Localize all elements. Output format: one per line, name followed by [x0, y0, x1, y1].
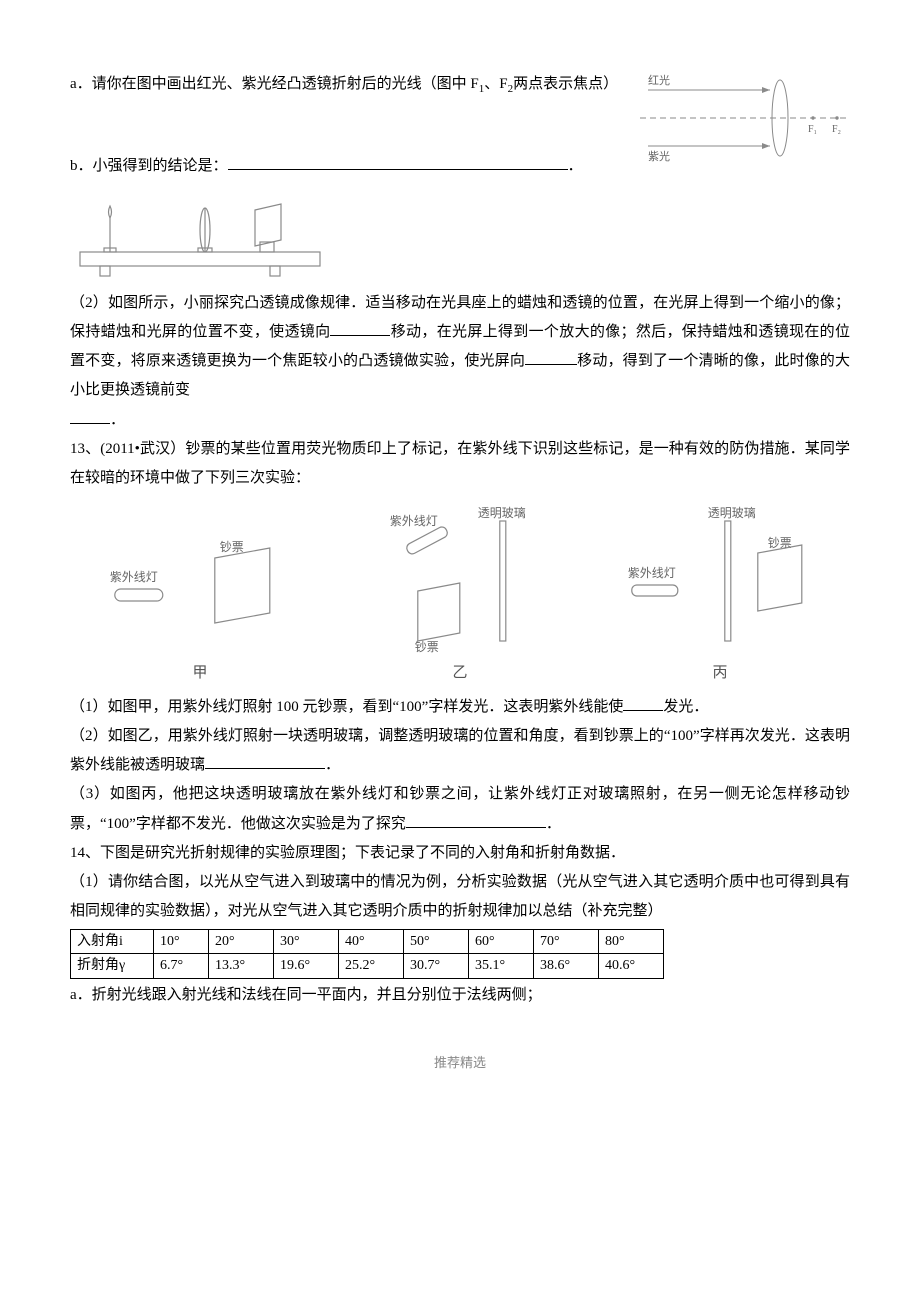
blank-change[interactable]	[70, 408, 110, 424]
table-cell: 60°	[469, 929, 534, 954]
question-13-head: 13、(2011•武汉）钞票的某些位置用荧光物质印上了标记，在紫外线下识别这些标…	[70, 435, 850, 494]
lens-diagram: 红光 紫光 F₁ F₂	[640, 70, 850, 165]
table-cell: 80°	[599, 929, 664, 954]
question-2: （2）如图所示，小丽探究凸透镜成像规律．适当移动在光具座上的蜡烛和透镜的位置，在…	[70, 289, 850, 435]
uv-lamp-label-c: 紫外线灯	[628, 566, 676, 580]
blank-move2[interactable]	[525, 349, 577, 365]
q13-2b: ．	[325, 757, 340, 773]
qb-text: b．小强得到的结论是：	[70, 158, 228, 174]
table-cell: 50°	[404, 929, 469, 954]
table-cell: 入射角i	[71, 929, 154, 954]
uv-lamp-label-b: 紫外线灯	[390, 514, 438, 528]
uv-diagram-c: 紫外线灯 透明玻璃 钞票	[595, 503, 845, 653]
f2-label: F₂	[832, 124, 841, 135]
table-cell: 40.6°	[599, 954, 664, 979]
qa-text-1: a．请你在图中画出红光、紫光经凸透镜折射后的光线（图中 F	[70, 76, 479, 92]
blank-move1[interactable]	[330, 320, 390, 336]
blank-glass[interactable]	[205, 753, 325, 769]
optical-bench-diagram	[70, 190, 330, 285]
qb-period: ．	[568, 158, 583, 174]
uv-diagrams-row: 紫外线灯 钞票 紫外线灯 钞票 透明玻璃 紫外线灯 透明玻璃 钞票	[70, 503, 850, 653]
table-cell: 30°	[274, 929, 339, 954]
q13-1a: （1）如图甲，用紫外线灯照射 100 元钞票，看到“100”字样发光．这表明紫外…	[70, 699, 623, 715]
red-label: 红光	[648, 73, 670, 87]
table-cell: 19.6°	[274, 954, 339, 979]
table-cell: 20°	[209, 929, 274, 954]
q13-1: （1）如图甲，用紫外线灯照射 100 元钞票，看到“100”字样发光．这表明紫外…	[70, 693, 850, 722]
qa-tail: 两点表示焦点）	[513, 76, 618, 92]
f1-label: F₁	[808, 124, 817, 135]
uv-captions: 甲 乙 丙	[70, 659, 850, 688]
q13-1b: 发光．	[663, 699, 708, 715]
q2-p4: ．	[110, 412, 125, 428]
caption-b: 乙	[335, 659, 585, 688]
violet-label: 紫光	[648, 149, 670, 163]
table-cell: 折射角γ	[71, 954, 154, 979]
table-cell: 38.6°	[534, 954, 599, 979]
table-cell: 40°	[339, 929, 404, 954]
table-cell: 6.7°	[154, 954, 209, 979]
uv-diagram-b: 紫外线灯 钞票 透明玻璃	[335, 503, 585, 653]
q14-head: 14、下图是研究光折射规律的实验原理图；下表记录了不同的入射角和折射角数据．	[70, 839, 850, 868]
uv-glass-label-b: 透明玻璃	[478, 506, 526, 520]
footer-text: 推荐精选	[70, 1050, 850, 1075]
qa-mid: 、F	[484, 76, 507, 92]
q13-3: （3）如图丙，他把这块透明玻璃放在紫外线灯和钞票之间，让紫外线灯正对玻璃照射，在…	[70, 780, 850, 839]
table-row-incidence: 入射角i10°20°30°40°50°60°70°80°	[71, 929, 664, 954]
uv-note-label-c: 钞票	[768, 535, 792, 550]
table-cell: 13.3°	[209, 954, 274, 979]
q13-2a: （2）如图乙，用紫外线灯照射一块透明玻璃，调整透明玻璃的位置和角度，看到钞票上的…	[70, 728, 850, 773]
uv-note-label-a: 钞票	[220, 539, 244, 554]
q14-a: a．折射光线跟入射光线和法线在同一平面内，并且分别位于法线两侧；	[70, 981, 850, 1010]
uv-diagram-a: 紫外线灯 钞票	[75, 503, 325, 653]
blank-explore[interactable]	[406, 812, 546, 828]
refraction-table: 入射角i10°20°30°40°50°60°70°80° 折射角γ6.7°13.…	[70, 929, 664, 979]
caption-a: 甲	[75, 659, 325, 688]
table-cell: 10°	[154, 929, 209, 954]
table-cell: 70°	[534, 929, 599, 954]
q13-3b: ．	[546, 816, 561, 832]
q14-1: （1）请你结合图，以光从空气进入到玻璃中的情况为例，分析实验数据（光从空气进入其…	[70, 868, 850, 927]
uv-lamp-label-a: 紫外线灯	[110, 570, 158, 584]
q13-2: （2）如图乙，用紫外线灯照射一块透明玻璃，调整透明玻璃的位置和角度，看到钞票上的…	[70, 722, 850, 781]
table-cell: 30.7°	[404, 954, 469, 979]
blank-conclusion[interactable]	[228, 154, 568, 170]
table-row-refraction: 折射角γ6.7°13.3°19.6°25.2°30.7°35.1°38.6°40…	[71, 954, 664, 979]
caption-c: 丙	[595, 659, 845, 688]
blank-glow[interactable]	[623, 695, 663, 711]
table-cell: 25.2°	[339, 954, 404, 979]
table-cell: 35.1°	[469, 954, 534, 979]
uv-note-label-b: 钞票	[415, 639, 439, 653]
uv-glass-label-c: 透明玻璃	[708, 506, 756, 520]
